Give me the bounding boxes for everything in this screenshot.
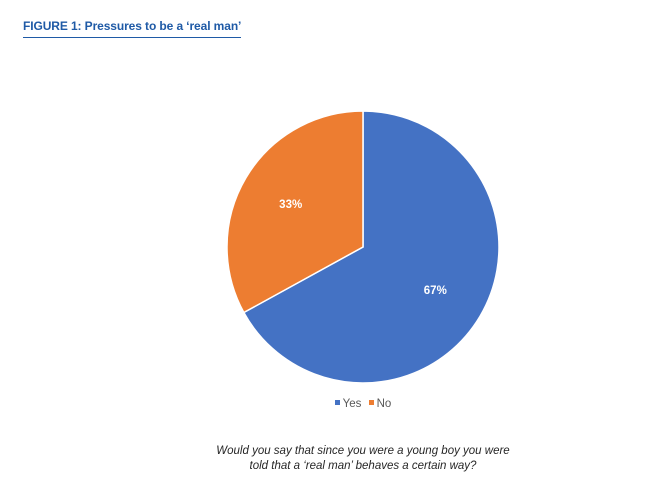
legend-label-yes: Yes bbox=[342, 398, 362, 410]
survey-question: Would you say that since you were a youn… bbox=[190, 444, 536, 474]
legend-item-no: No bbox=[368, 398, 392, 410]
legend-swatch-yes bbox=[334, 400, 340, 406]
legend-swatch-no bbox=[368, 400, 374, 406]
data-label-yes: 67% bbox=[424, 285, 447, 297]
survey-question-line-2: told that a ‘real man’ behaves a certain… bbox=[249, 460, 477, 472]
pie-slice-yes bbox=[242, 110, 500, 384]
data-label-no: 33% bbox=[279, 199, 302, 211]
figure-title: FIGURE 1: Pressures to be a ‘real man’ bbox=[23, 19, 241, 38]
survey-question-line-1: Would you say that since you were a youn… bbox=[216, 445, 510, 457]
legend-label-no: No bbox=[376, 398, 392, 410]
pie-slice-no bbox=[226, 110, 364, 314]
chart-legend: Yes No bbox=[0, 398, 649, 410]
legend-item-yes: Yes bbox=[334, 398, 362, 410]
